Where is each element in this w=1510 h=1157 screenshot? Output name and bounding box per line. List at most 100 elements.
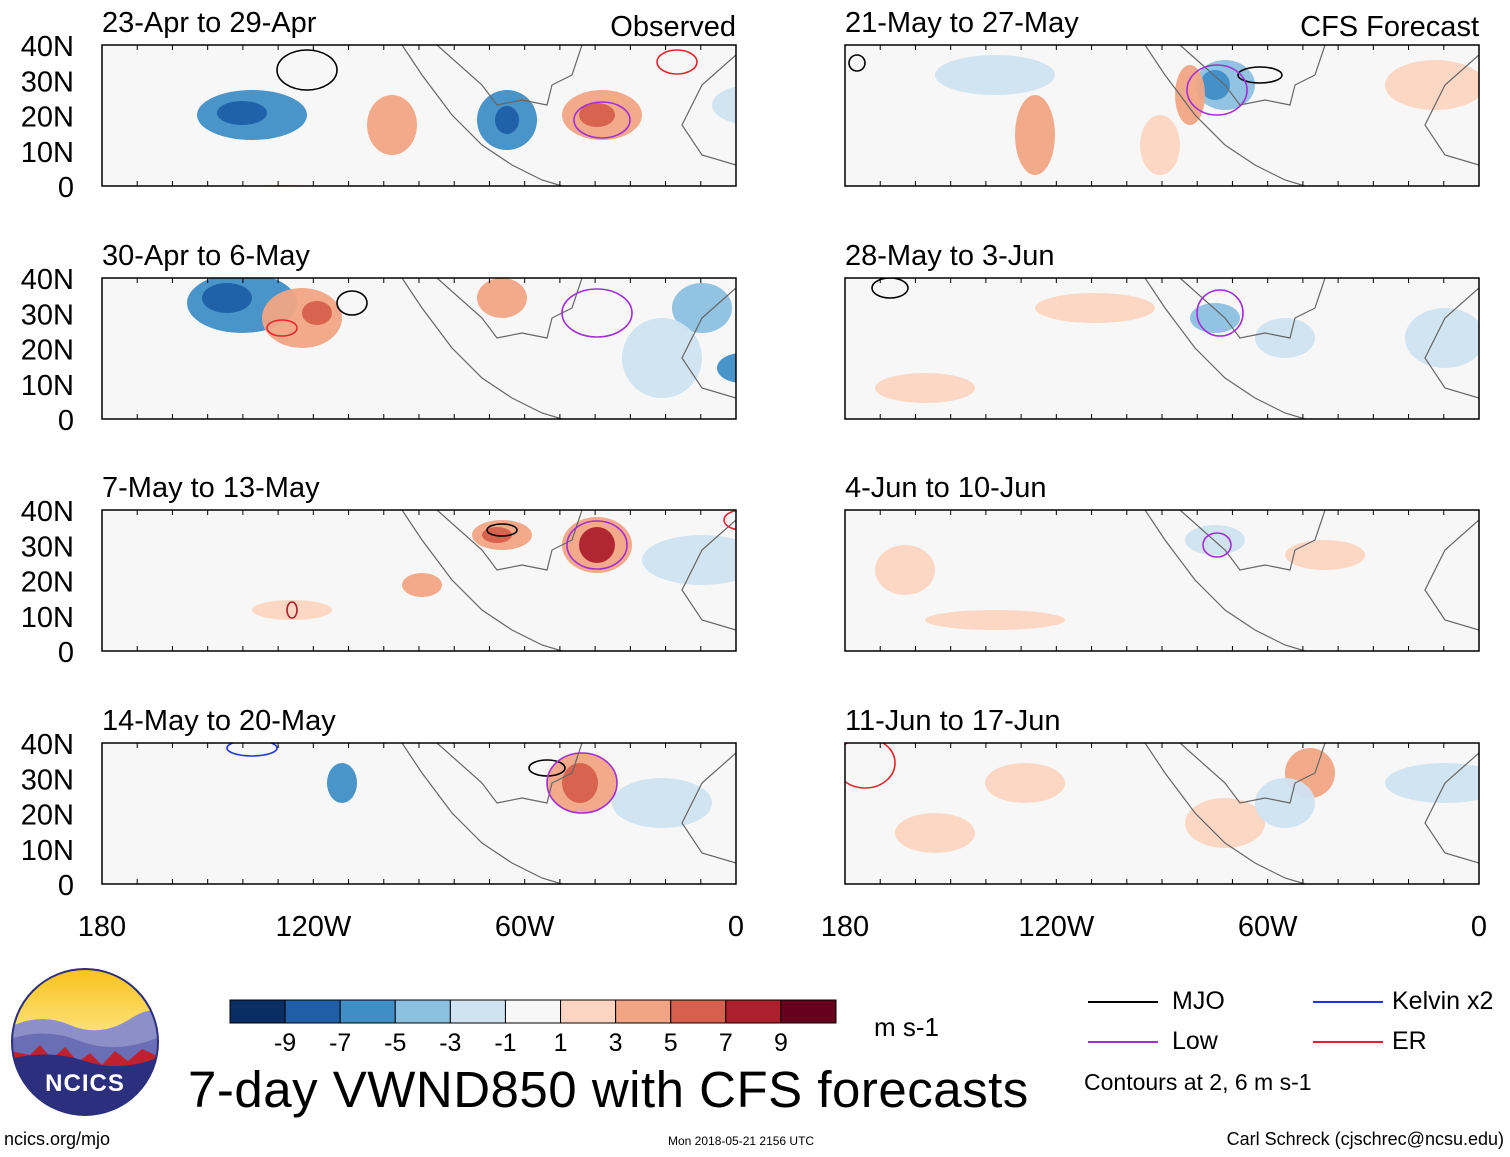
- field-anomaly: [622, 318, 702, 398]
- legend-kelvin-line: [1313, 1001, 1383, 1003]
- field-anomaly: [875, 373, 975, 403]
- colorbar-tick-label: 7: [719, 1029, 733, 1057]
- colorbar-swatch: [504, 999, 562, 1024]
- field-anomaly: [777, 110, 827, 160]
- colorbar-tick-label: 5: [664, 1029, 678, 1057]
- field-anomaly: [1405, 308, 1479, 368]
- y-tick-label: 0: [58, 172, 74, 204]
- field-anomaly: [717, 353, 736, 383]
- panel-background: [845, 743, 1479, 884]
- colorbar-tick-label: 1: [554, 1029, 568, 1057]
- contour-line: [566, 520, 628, 570]
- field-anomaly: [712, 86, 736, 124]
- y-tick-label: 40N: [21, 729, 74, 761]
- colorbar-swatch: [780, 999, 837, 1024]
- contour-line: [266, 319, 298, 337]
- x-tick-label: 60W: [1238, 911, 1298, 943]
- field-anomaly: [925, 610, 1065, 630]
- colorbar-tick-label: -1: [494, 1029, 516, 1057]
- contour-line: [656, 49, 698, 75]
- coastline: [1144, 45, 1479, 186]
- panel-title: 7-May to 13-May: [102, 472, 320, 504]
- field-anomaly: [642, 535, 736, 585]
- coastline: [401, 278, 736, 419]
- colorbar-swatch: [670, 999, 727, 1024]
- legend-er-line: [1313, 1041, 1383, 1043]
- panel-4: 21-May to 27-May CFS Forecast: [844, 7, 1480, 187]
- colorbar-tick-label: -9: [274, 1029, 296, 1057]
- y-tick-label: 40N: [21, 496, 74, 528]
- field-anomaly: [985, 763, 1065, 803]
- colorbar-swatch: [394, 999, 451, 1024]
- field-anomaly: [252, 600, 332, 620]
- y-tick-label: 0: [58, 870, 74, 902]
- legend-er-label: ER: [1392, 1027, 1427, 1055]
- x-tick-label: 180: [78, 911, 126, 943]
- x-tick-label: 120W: [275, 911, 351, 943]
- y-tick-label: 10N: [21, 370, 74, 402]
- panel-title: 11-Jun to 17-Jun: [845, 705, 1061, 737]
- contour-line: [546, 752, 618, 814]
- contour-line: [845, 743, 896, 789]
- y-tick-label: 30N: [21, 66, 74, 98]
- y-tick-label: 10N: [21, 137, 74, 169]
- contour-line: [276, 49, 338, 91]
- y-tick-label: 20N: [21, 335, 74, 367]
- coastline: [401, 510, 736, 651]
- panel-title: 23-Apr to 29-Apr: [102, 7, 317, 39]
- field-anomaly: [1140, 115, 1180, 175]
- field-anomaly: [402, 573, 442, 597]
- colorbar-units: m s-1: [874, 1012, 939, 1042]
- footer-url[interactable]: ncics.org/mjo: [4, 1129, 111, 1149]
- field-anomaly: [1015, 95, 1055, 175]
- colorbar-tick-label: -3: [439, 1029, 461, 1057]
- field-anomaly: [672, 283, 732, 333]
- panel-title: 4-Jun to 10-Jun: [845, 472, 1047, 504]
- contour-line: [871, 278, 909, 299]
- y-tick-label: 0: [58, 637, 74, 669]
- coastline: [401, 45, 736, 186]
- field-anomaly: [612, 778, 712, 828]
- colorbar-tick-label: -7: [329, 1029, 351, 1057]
- y-tick-label: 0: [58, 405, 74, 437]
- field-anomaly: [747, 753, 797, 793]
- legend-mjo-label: MJO: [1172, 987, 1225, 1015]
- contour-line: [286, 601, 298, 619]
- field-anomaly: [367, 95, 417, 155]
- x-tick-label: 60W: [495, 911, 555, 943]
- field-anomaly: [797, 793, 847, 843]
- field-anomaly: [579, 527, 615, 563]
- field-anomaly: [1435, 551, 1479, 629]
- footer-author[interactable]: Carl Schreck (cjschrec@ncsu.edu): [1226, 1129, 1504, 1149]
- colorbar-swatch: [229, 999, 286, 1024]
- x-tick-label: 180: [821, 911, 869, 943]
- ncics-logo: NCICS: [11, 968, 159, 1116]
- field-anomaly: [875, 545, 935, 595]
- y-tick-label: 30N: [21, 764, 74, 796]
- y-tick-label: 30N: [21, 299, 74, 331]
- panel-background: [845, 510, 1479, 651]
- field-anomaly: [217, 101, 267, 125]
- contour-line: [848, 54, 866, 72]
- field-anomaly: [895, 813, 975, 853]
- contour-line: [1186, 64, 1248, 116]
- footer-timestamp: Mon 2018-05-21 2156 UTC: [668, 1134, 815, 1148]
- colorbar-tick-label: -5: [384, 1029, 406, 1057]
- contour-line: [1196, 289, 1244, 337]
- contour-line: [723, 510, 736, 531]
- contour-line: [226, 743, 278, 757]
- coastline: [401, 743, 736, 884]
- field-anomaly: [562, 763, 598, 803]
- field-anomaly: [495, 106, 519, 134]
- contour-line: [528, 759, 566, 777]
- field-anomaly: [327, 763, 357, 803]
- logo-text: NCICS: [45, 1070, 125, 1097]
- panel-title: 30-Apr to 6-May: [102, 240, 310, 272]
- colorbar-swatch: [615, 999, 672, 1024]
- colorbar-swatch: [284, 999, 341, 1024]
- field-anomaly: [1035, 293, 1155, 323]
- field-anomaly: [935, 55, 1055, 95]
- y-tick-label: 40N: [21, 264, 74, 296]
